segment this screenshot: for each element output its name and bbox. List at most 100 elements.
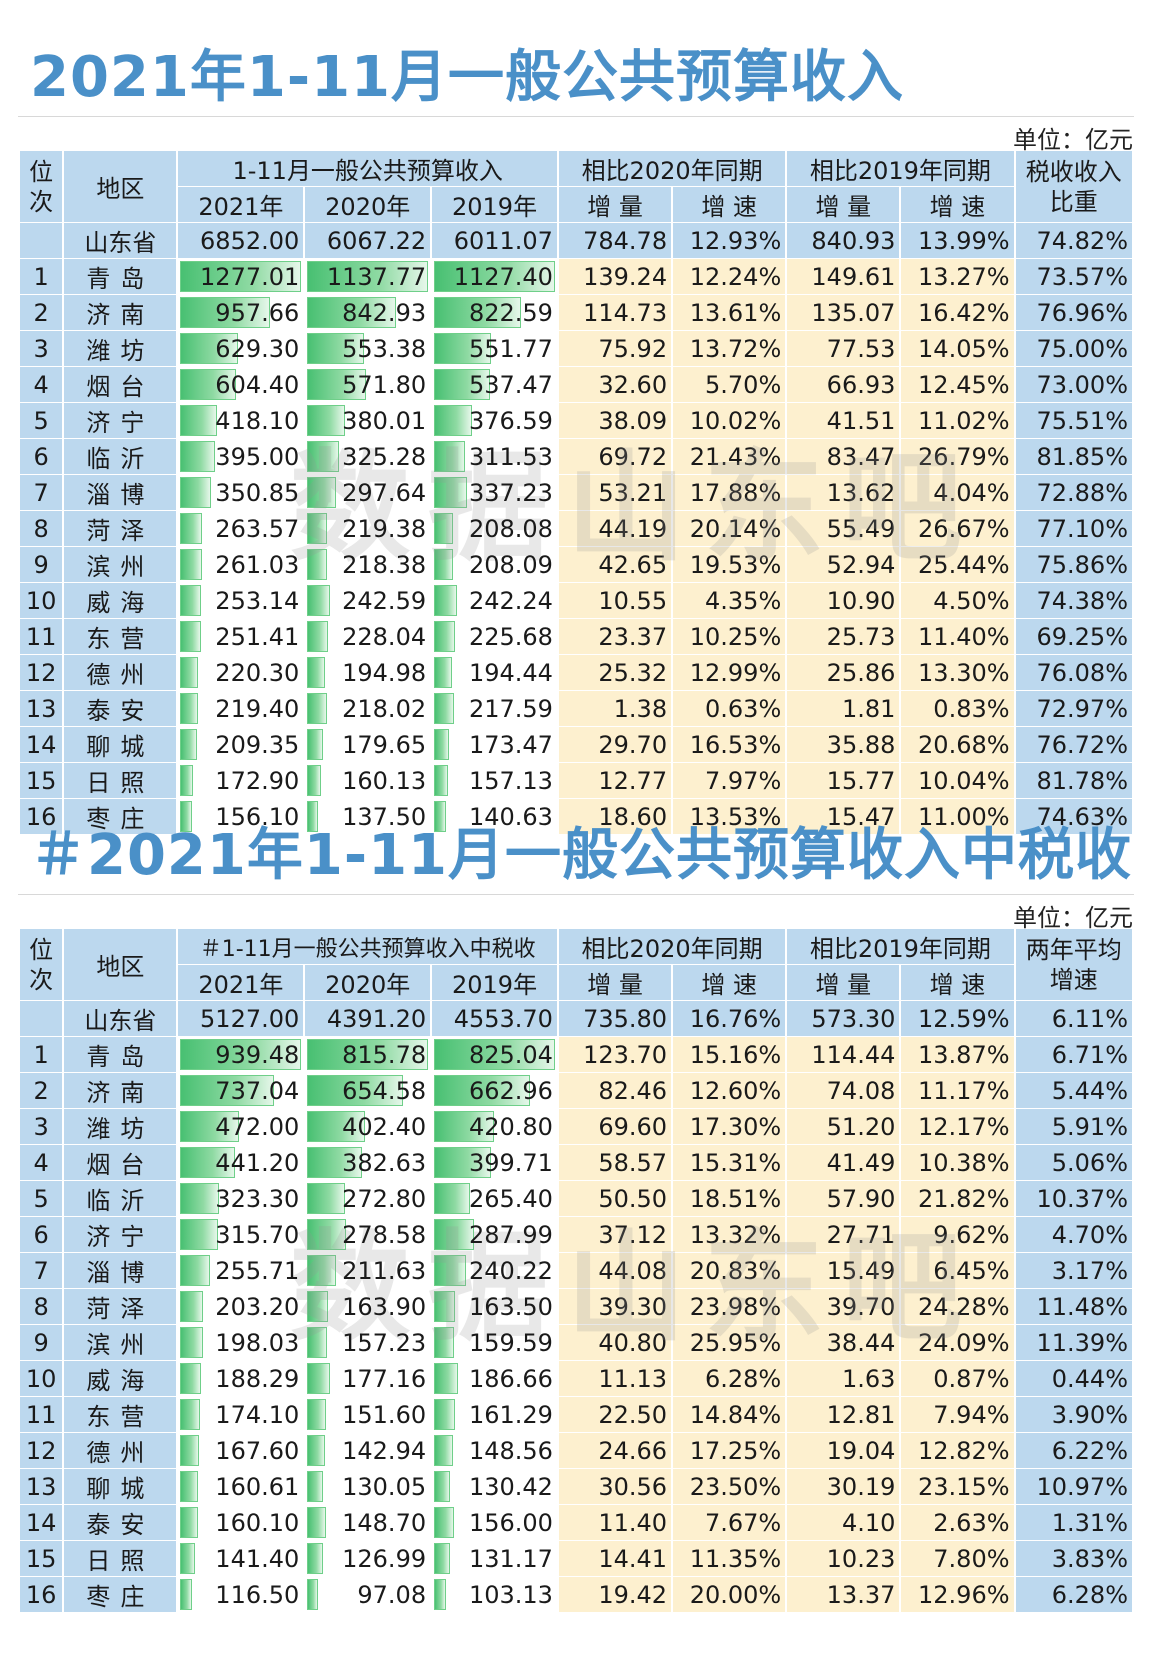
total-row: 山东省 6852.00 6067.22 6011.07 784.78 12.93% 840.… bbox=[20, 223, 1132, 258]
header-group3: 相比2019年同期 bbox=[787, 151, 1014, 186]
value-bar-cell: 240.22 bbox=[432, 1253, 557, 1288]
change-cell: 114.73 bbox=[558, 295, 672, 330]
value-bar-cell: 174.10 bbox=[178, 1397, 304, 1432]
data-bar bbox=[180, 297, 271, 328]
value-bar-cell: 116.50 bbox=[178, 1577, 304, 1612]
table-row: 9 滨州 261.03 218.38 208.09 42.65 19.53% 52.94 25.… bbox=[20, 547, 1132, 582]
change-cell: 69.60 bbox=[558, 1109, 672, 1144]
region-cell: 泰安 bbox=[64, 1505, 177, 1540]
value-bar-cell: 163.90 bbox=[305, 1289, 431, 1324]
value-bar-cell: 939.48 bbox=[178, 1037, 304, 1072]
data-bar bbox=[434, 765, 448, 796]
data-bar bbox=[434, 801, 446, 832]
total-value: 6852.00 bbox=[178, 223, 304, 258]
region-cell: 德州 bbox=[64, 655, 177, 690]
value-bar-cell: 1137.77 bbox=[305, 259, 431, 294]
value-bar-cell: 311.53 bbox=[432, 439, 557, 474]
rank-cell: 3 bbox=[20, 331, 63, 366]
value-bar-cell: 172.90 bbox=[178, 763, 304, 798]
value-bar-cell: 208.08 bbox=[432, 511, 557, 546]
total-rank-cell bbox=[20, 1001, 63, 1036]
value-bar-cell: 287.99 bbox=[432, 1217, 557, 1252]
change-cell: 7.80% bbox=[901, 1541, 1014, 1576]
value-text: 208.08 bbox=[468, 514, 553, 543]
value-bar-cell: 337.23 bbox=[432, 475, 557, 510]
change-cell: 10.04% bbox=[901, 763, 1014, 798]
region-cell: 滨州 bbox=[64, 1325, 177, 1360]
value-bar-cell: 157.23 bbox=[305, 1325, 431, 1360]
value-text: 1277.01 bbox=[200, 262, 300, 291]
value-text: 737.04 bbox=[215, 1076, 300, 1105]
value-bar-cell: 604.40 bbox=[178, 367, 304, 402]
region-cell: 淄博 bbox=[64, 1253, 177, 1288]
change-cell: 75.92 bbox=[558, 331, 672, 366]
value-bar-cell: 441.20 bbox=[178, 1145, 304, 1180]
data-bar bbox=[180, 801, 192, 832]
change-cell: 11.02% bbox=[901, 403, 1014, 438]
rank-cell: 6 bbox=[20, 439, 63, 474]
data-bar bbox=[307, 1183, 346, 1214]
value-bar-cell: 156.00 bbox=[432, 1505, 557, 1540]
value-text: 263.57 bbox=[215, 514, 300, 543]
change-cell: 23.50% bbox=[673, 1469, 786, 1504]
ratio-cell: 75.86% bbox=[1015, 547, 1132, 582]
rank-cell: 1 bbox=[20, 1037, 63, 1072]
value-text: 163.90 bbox=[342, 1292, 427, 1321]
change-cell: 6.45% bbox=[901, 1253, 1014, 1288]
value-text: 208.09 bbox=[468, 550, 553, 579]
ratio-cell: 81.85% bbox=[1015, 439, 1132, 474]
rank-cell: 6 bbox=[20, 1217, 63, 1252]
value-text: 156.00 bbox=[468, 1508, 553, 1537]
table-row: 14 聊城 209.35 179.65 173.47 29.70 16.53% 35.88 20… bbox=[20, 727, 1132, 762]
change-cell: 12.45% bbox=[901, 367, 1014, 402]
change-cell: 12.77 bbox=[558, 763, 672, 798]
value-text: 179.65 bbox=[342, 730, 427, 759]
change-cell: 26.79% bbox=[901, 439, 1014, 474]
value-text: 323.30 bbox=[215, 1184, 300, 1213]
header-inc-2019: 增 量 bbox=[787, 187, 900, 222]
ratio-cell: 74.38% bbox=[1015, 583, 1132, 618]
value-text: 141.40 bbox=[215, 1544, 300, 1573]
data-bar bbox=[307, 1399, 327, 1430]
change-cell: 39.70 bbox=[787, 1289, 900, 1324]
data-bar bbox=[307, 1111, 365, 1142]
data-bar bbox=[180, 1291, 204, 1322]
table-row: 11 东营 251.41 228.04 225.68 23.37 10.25% 25.73 11… bbox=[20, 619, 1132, 654]
value-text: 240.22 bbox=[468, 1256, 553, 1285]
total-value: 5127.00 bbox=[178, 1001, 304, 1036]
value-bar-cell: 553.38 bbox=[305, 331, 431, 366]
value-text: 126.99 bbox=[342, 1544, 427, 1573]
value-text: 825.04 bbox=[468, 1040, 553, 1069]
header-2020: 2020年 bbox=[305, 187, 431, 222]
data-bar bbox=[180, 513, 203, 544]
value-text: 242.24 bbox=[468, 586, 553, 615]
value-bar-cell: 219.40 bbox=[178, 691, 304, 726]
rank-cell: 12 bbox=[20, 655, 63, 690]
data-bar bbox=[180, 693, 198, 724]
header-2019: 2019年 bbox=[432, 965, 557, 1000]
change-cell: 21.82% bbox=[901, 1181, 1014, 1216]
total-value: 16.76% bbox=[673, 1001, 786, 1036]
data-bar bbox=[180, 441, 216, 472]
data-bar bbox=[307, 1543, 323, 1574]
data-bar bbox=[434, 513, 454, 544]
value-bar-cell: 179.65 bbox=[305, 727, 431, 762]
ratio-cell: 77.10% bbox=[1015, 511, 1132, 546]
section1-title: 2021年1-11月一般公共预算收入 bbox=[30, 45, 904, 110]
table-row: 7 淄博 255.71 211.63 240.22 44.08 20.83% 15.49 6.4… bbox=[20, 1253, 1132, 1288]
table-row: 10 威海 253.14 242.59 242.24 10.55 4.35% 10.90 4.5… bbox=[20, 583, 1132, 618]
data-bar bbox=[307, 801, 319, 832]
data-bar bbox=[307, 1039, 429, 1070]
change-cell: 11.00% bbox=[901, 799, 1014, 834]
change-cell: 10.02% bbox=[673, 403, 786, 438]
data-bar bbox=[434, 405, 472, 436]
value-text: 402.40 bbox=[342, 1112, 427, 1141]
value-text: 380.01 bbox=[342, 406, 427, 435]
region-cell: 东营 bbox=[64, 1397, 177, 1432]
change-cell: 12.60% bbox=[673, 1073, 786, 1108]
change-cell: 16.42% bbox=[901, 295, 1014, 330]
change-cell: 13.72% bbox=[673, 331, 786, 366]
value-text: 315.70 bbox=[215, 1220, 300, 1249]
header-rate-2019: 增 速 bbox=[901, 965, 1014, 1000]
value-text: 194.98 bbox=[342, 658, 427, 687]
